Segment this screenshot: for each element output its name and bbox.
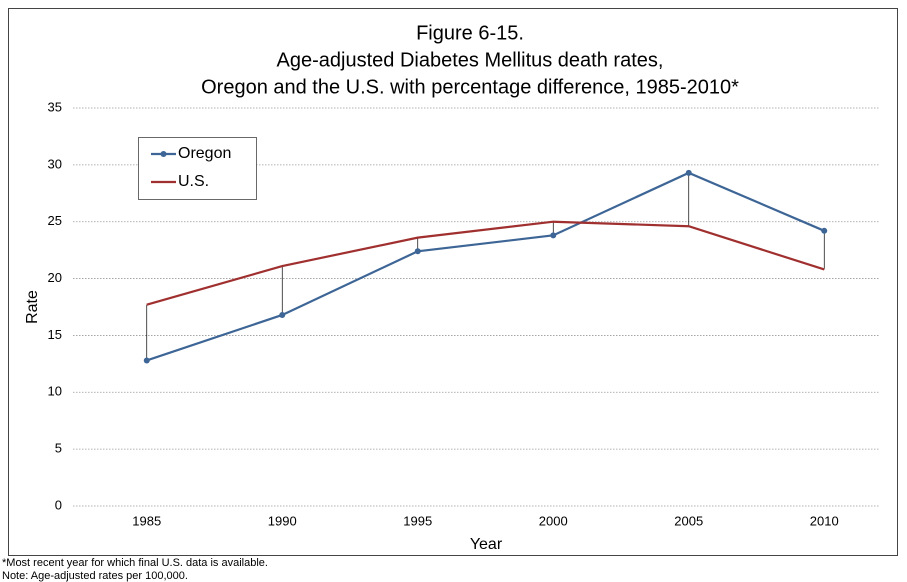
footnote: *Most recent year for which final U.S. d… <box>2 557 268 569</box>
point <box>550 232 557 239</box>
x-tick-label: 1995 <box>403 513 432 528</box>
series-line <box>146 220 825 306</box>
y-tick-label: 30 <box>48 156 62 171</box>
point <box>143 357 150 364</box>
x-tick-label: 2010 <box>810 513 839 528</box>
x-tick-label: 1990 <box>268 513 297 528</box>
chart-frame <box>8 8 898 556</box>
y-tick-label: 35 <box>48 99 62 114</box>
x-tick-label: 1985 <box>132 513 161 528</box>
y-tick-label: 20 <box>48 270 62 285</box>
y-tick-label: 25 <box>48 213 62 228</box>
chart-title: Age-adjusted Diabetes Mellitus death rat… <box>277 49 664 71</box>
x-tick-label: 2000 <box>539 513 568 528</box>
y-tick-label: 15 <box>48 327 62 342</box>
chart-title: Figure 6-15. <box>416 22 524 44</box>
point <box>414 248 421 255</box>
chart-title: Oregon and the U.S. with percentage diff… <box>201 76 739 98</box>
footnote: Note: Age-adjusted rates per 100,000. <box>2 570 188 582</box>
y-tick-label: 5 <box>55 441 62 456</box>
x-tick-label: 2005 <box>674 513 703 528</box>
point <box>279 311 286 318</box>
point <box>685 169 692 176</box>
point <box>821 227 828 234</box>
series-line <box>146 171 825 362</box>
legend-label: Oregon <box>178 145 231 162</box>
x-axis-label: Year <box>470 536 503 553</box>
y-axis-label: Rate <box>24 290 41 324</box>
y-tick-label: 0 <box>55 497 62 512</box>
legend-box <box>138 137 257 200</box>
y-tick-label: 10 <box>48 384 62 399</box>
legend-label: U.S. <box>178 173 209 190</box>
legend-marker <box>160 151 167 157</box>
